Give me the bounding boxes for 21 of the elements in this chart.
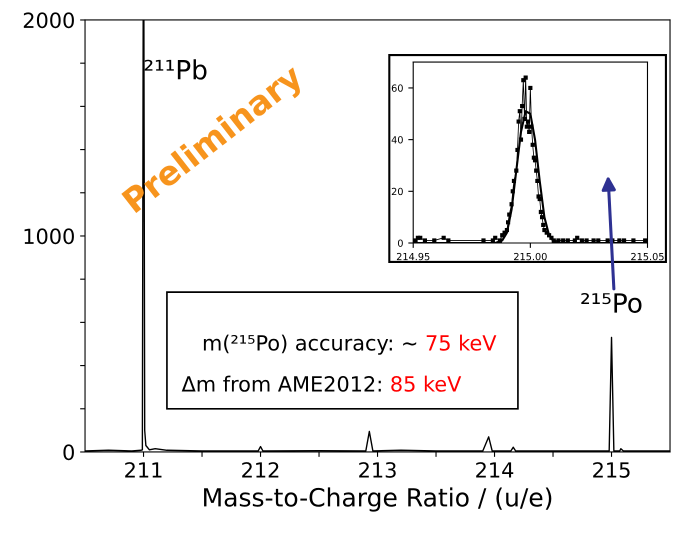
annotation: Δm from AME2012: <box>182 376 381 392</box>
y-tick-label: 40 <box>392 136 403 144</box>
x-tick-label: 215 <box>593 462 630 478</box>
y-tick-label: 60 <box>392 84 403 92</box>
x-tick-label: 214 <box>476 462 514 478</box>
y-tick-label: 20 <box>392 188 403 196</box>
y-tick-label: 0 <box>63 444 74 460</box>
y-tick-label: 1000 <box>24 228 74 244</box>
x-tick-label: 215.00 <box>514 252 547 260</box>
x-tick-label: 214.95 <box>396 252 430 260</box>
annotation: ²¹⁵Po <box>581 292 642 313</box>
x-tick-label: 211 <box>125 462 162 478</box>
y-tick-label: 0 <box>398 239 403 247</box>
annotation: 75 keV <box>426 334 496 351</box>
annotation: m(²¹⁵Po) accuracy: ~ <box>204 334 416 355</box>
x-axis-title: Mass-to-Charge Ratio / (u/e) <box>204 487 552 512</box>
annotation: 85 keV <box>391 376 462 392</box>
x-tick-label: 213 <box>359 462 396 478</box>
y-tick-label: 2000 <box>24 12 74 28</box>
x-tick-label: 215.05 <box>631 252 664 260</box>
x-tick-label: 212 <box>242 462 278 478</box>
